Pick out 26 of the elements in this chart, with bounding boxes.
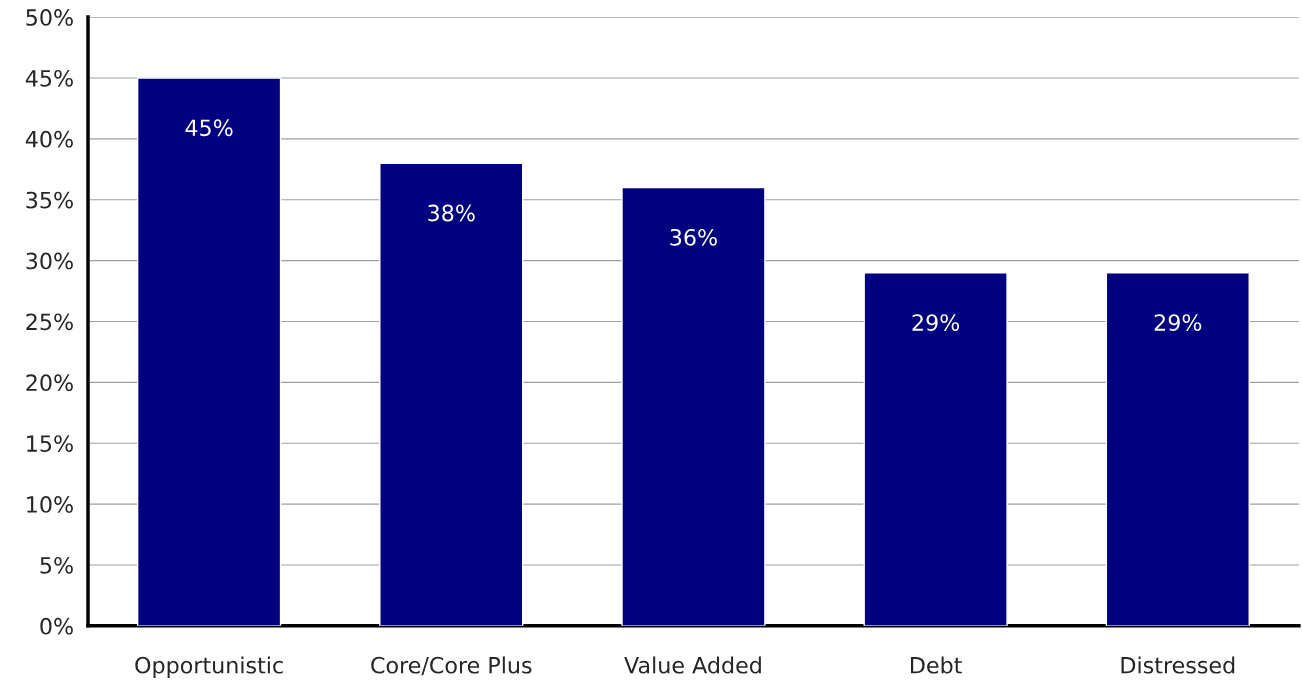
bar — [136, 77, 282, 626]
bar — [621, 186, 766, 626]
y-tick-label: 0% — [40, 617, 73, 635]
x-tick-label: Debt — [911, 656, 962, 674]
y-tick-label: 45% — [25, 69, 73, 87]
x-tick-label: Core/Core Plus — [371, 656, 532, 676]
bar — [379, 162, 524, 626]
y-tick-label: 25% — [26, 313, 73, 331]
data-label: 38% — [428, 204, 475, 222]
data-label: 45% — [185, 119, 233, 137]
x-tick-label: Value Added — [624, 656, 761, 674]
data-label: 29% — [1154, 314, 1202, 331]
data-label: 36% — [670, 228, 717, 246]
x-tick-label: Distressed — [1121, 656, 1235, 674]
y-tick-label: 50% — [26, 9, 73, 26]
y-tick-label: 30% — [26, 252, 73, 270]
bar — [1105, 272, 1250, 626]
x-tick-label: Opportunistic — [135, 656, 283, 678]
bar — [863, 272, 1008, 626]
y-tick-label: 20% — [26, 374, 73, 392]
y-tick-label: 15% — [27, 435, 73, 452]
y-tick-label: 40% — [25, 130, 73, 148]
y-tick-label: 35% — [26, 191, 73, 209]
data-label: 29% — [912, 314, 960, 331]
y-tick-label: 10% — [27, 496, 73, 513]
y-tick-label: 5% — [40, 556, 73, 574]
